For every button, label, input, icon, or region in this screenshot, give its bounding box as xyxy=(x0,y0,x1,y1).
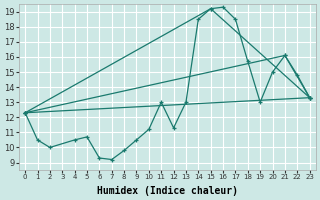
X-axis label: Humidex (Indice chaleur): Humidex (Indice chaleur) xyxy=(97,186,238,196)
